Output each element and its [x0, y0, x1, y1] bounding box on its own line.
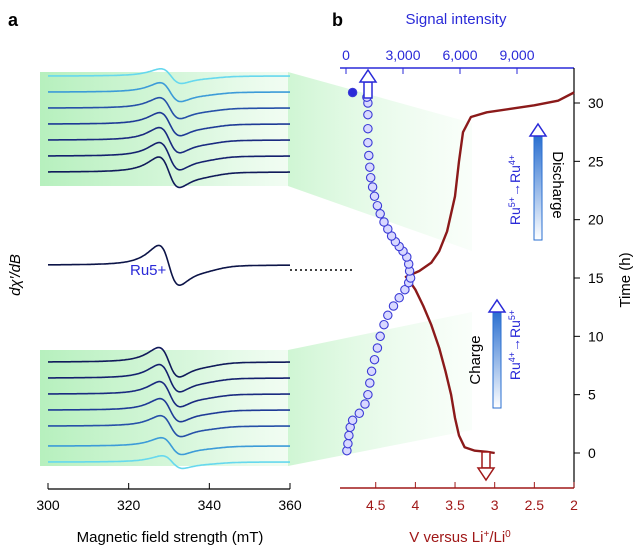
panel-b-top-tick-label: 9,000 [499, 47, 534, 63]
signal-intensity-point [365, 162, 375, 172]
bottom-red-arrow-head [476, 467, 496, 482]
signal-intensity-point [369, 191, 380, 202]
top-blue-arrow [358, 68, 378, 99]
epr-spectrum-trace [48, 380, 290, 408]
charge-arrow-head [487, 298, 507, 313]
epr-spectrum-trace [48, 111, 290, 137]
signal-intensity-point [363, 123, 373, 134]
signal-intensity-point [363, 389, 373, 400]
signal-intensity-point [388, 301, 399, 311]
band-discharge-a [40, 72, 288, 186]
panel-b-top-tick-label: 0 [342, 47, 350, 63]
epr-spectrum-trace [48, 397, 290, 423]
panel-b-bottom-tick-label: 4.5 [366, 497, 386, 513]
signal-intensity-point [347, 415, 358, 426]
panel-a-x-tick-label: 340 [198, 497, 222, 513]
epr-spectrum-trace [48, 363, 290, 393]
epr-spectrum-trace [48, 68, 290, 85]
panel-b-bottom-tick-label: 3.5 [445, 497, 465, 513]
panel-a-spectra [48, 68, 290, 470]
discharge-arrow-shaft [533, 135, 543, 241]
epr-spectrum-trace [48, 81, 290, 103]
panel-b-top-tick-label: 3,000 [385, 47, 420, 63]
charge-reaction: Ru4+→Ru5+ [507, 310, 523, 380]
signal-intensity-point [372, 343, 383, 353]
panel-a-x-ticks: 300 320 340 360 [36, 483, 302, 513]
top-blue-arrow-shaft [363, 81, 373, 99]
panel-b-axes: 0 3,000 6,000 9,000 4.5 4 3.5 3 2.5 2 0 5 10 15 20 25… [340, 11, 634, 546]
panel-b-right-tick-label: 0 [588, 445, 596, 461]
signal-intensity-point [360, 399, 370, 409]
panel-b-right-label: Time (h) [617, 252, 634, 307]
epr-spectrum-trace [48, 244, 290, 286]
signal-intensity-point [369, 354, 380, 365]
panel-b-right-ticks: 0 5 10 15 20 25 30 [574, 95, 604, 461]
panel-letter-b: b [332, 10, 343, 30]
epr-spectrum-trace [48, 436, 290, 456]
panel-b-top-ticks: 0 3,000 6,000 9,000 [342, 47, 535, 74]
panel-b-bottom-tick-label: 4 [411, 497, 419, 513]
signal-intensity-point [379, 319, 389, 330]
charge-label: Charge [467, 335, 484, 384]
discharge-arrow-head [528, 122, 548, 137]
discharge-reaction: Ru5+→Ru4+ [507, 155, 523, 225]
ru5-peak-label: Ru5+ [130, 262, 167, 279]
panel-b-bottom-ticks: 4.5 4 3.5 3 2.5 2 [366, 482, 578, 513]
band-charge-link [288, 312, 472, 466]
signal-intensity-point [383, 310, 393, 321]
signal-intensity-point [366, 366, 377, 377]
panel-a-x-tick-label: 320 [117, 497, 141, 513]
top-blue-arrow-head [358, 68, 378, 83]
band-discharge-link [288, 72, 472, 251]
panel-b-right-tick-label: 10 [588, 328, 604, 344]
signal-intensity-point [375, 209, 385, 219]
charge-arrow-shaft [492, 311, 502, 409]
panel-b-top-tick-label: 6,000 [442, 47, 477, 63]
signal-intensity-points [342, 87, 416, 456]
epr-spectrum-trace [48, 141, 290, 171]
bottom-red-arrow [476, 451, 496, 482]
signal-intensity-point [354, 408, 365, 419]
panel-a-xlabel: Magnetic field strength (mT) [77, 529, 264, 546]
signal-intensity-point [363, 109, 373, 120]
signal-intensity-point [365, 378, 375, 388]
signal-intensity-point [347, 87, 358, 98]
panel-letter-a: a [8, 10, 19, 30]
signal-intensity-point [379, 217, 389, 227]
epr-spectrum-trace [48, 346, 290, 378]
signal-intensity-point [344, 430, 354, 441]
signal-intensity-point [343, 438, 353, 449]
bottom-red-arrow-shaft [481, 451, 491, 469]
epr-spectrum-trace [48, 126, 290, 154]
signal-intensity-point [394, 293, 404, 303]
signal-intensity-point [372, 200, 383, 211]
epr-spectrum-trace [48, 96, 290, 120]
panel-b-bottom-tick-label: 2.5 [525, 497, 545, 513]
panel-a-ylabel: dχ′/dB [7, 254, 24, 296]
signal-intensity-point [365, 172, 376, 183]
epr-spectrum-trace [48, 455, 290, 470]
signal-intensity-point [367, 182, 378, 192]
panel-a-x-tick-label: 360 [278, 497, 302, 513]
charge-annotation: Charge Ru4+→Ru5+ [467, 298, 523, 409]
signal-intensity-point [364, 150, 374, 161]
panel-b-bottom-tick-label: 2 [570, 497, 578, 513]
discharge-label: Discharge [549, 151, 566, 219]
panel-b-right-tick-label: 30 [588, 95, 604, 111]
panel-b-top-label: Signal intensity [406, 11, 507, 28]
signal-intensity-point [375, 331, 385, 342]
panel-b-right-tick-label: 5 [588, 387, 596, 403]
panel-a-axes: 300 320 340 360 Magnetic field strength (mT… [7, 254, 302, 546]
epr-spectrum-trace [48, 156, 290, 189]
epr-spectrum-trace [48, 414, 290, 438]
discharge-annotation: Discharge Ru5+→Ru4+ [507, 122, 566, 241]
panel-b-right-tick-label: 25 [588, 153, 604, 169]
panel-b-bottom-label: V versus Li+/Li0 [409, 529, 511, 547]
panel-b-right-tick-label: 15 [588, 270, 604, 286]
panel-a-x-tick-label: 300 [36, 497, 60, 513]
signal-intensity-point [363, 137, 373, 148]
panel-b-right-tick-label: 20 [588, 212, 604, 228]
panel-b-bottom-tick-label: 3 [491, 497, 499, 513]
